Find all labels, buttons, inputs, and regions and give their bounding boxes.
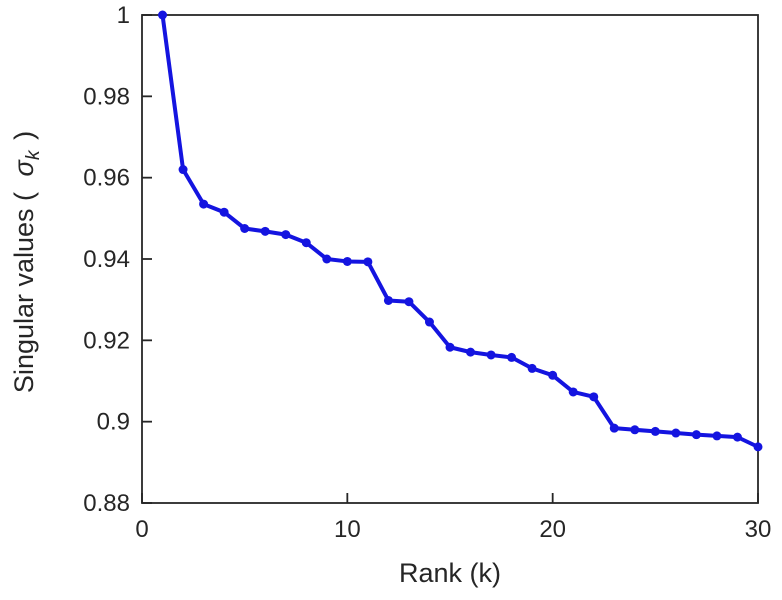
data-point-marker — [548, 370, 558, 380]
data-point-marker — [609, 423, 619, 433]
data-point-marker — [568, 387, 578, 397]
data-point-marker — [671, 428, 681, 438]
x-tick-label: 10 — [334, 516, 361, 543]
data-point-marker — [404, 297, 414, 307]
data-point-marker — [363, 257, 373, 267]
y-axis-label: Singular values ( σk ) — [9, 131, 45, 393]
data-point-marker — [301, 238, 311, 248]
data-point-marker — [486, 350, 496, 360]
y-axis-label-close: ) — [8, 130, 39, 148]
data-point-marker — [630, 425, 640, 435]
axes-box — [141, 14, 759, 504]
x-tick-label: 20 — [539, 516, 566, 543]
sigma-subscript: k — [22, 150, 45, 161]
data-point-marker — [322, 254, 332, 264]
y-tick-label: 0.98 — [83, 83, 130, 110]
data-point-marker — [219, 207, 229, 217]
y-tick-label: 0.96 — [83, 165, 130, 192]
y-axis-label-text: Singular values ( — [8, 184, 39, 394]
data-point-marker — [342, 256, 352, 266]
x-tick-label: 30 — [745, 516, 772, 543]
data-point-marker — [691, 430, 701, 440]
data-point-marker — [466, 347, 476, 357]
y-tick-label: 0.92 — [83, 327, 130, 354]
y-tick-label: 0.88 — [83, 490, 130, 517]
data-point-marker — [281, 230, 291, 240]
data-point-marker — [650, 426, 660, 436]
data-point-marker — [589, 392, 599, 402]
data-point-marker — [527, 363, 537, 373]
data-point-marker — [507, 352, 517, 362]
data-point-marker — [445, 342, 455, 352]
data-point-marker — [260, 226, 270, 236]
data-point-marker — [383, 295, 393, 305]
data-point-marker — [178, 165, 188, 175]
y-tick-label: 0.94 — [83, 246, 130, 273]
data-point-marker — [712, 431, 722, 441]
data-point-marker — [199, 199, 209, 209]
data-point-marker — [158, 10, 168, 20]
data-point-marker — [424, 317, 434, 327]
sigma-symbol: σ — [8, 160, 39, 177]
x-axis-label: Rank (k) — [398, 558, 501, 588]
x-tick-label: 0 — [135, 516, 148, 543]
y-tick-label: 1 — [117, 2, 130, 29]
singular-values-line — [160, 13, 760, 449]
data-point-marker — [753, 442, 763, 452]
data-point-marker — [240, 224, 250, 233]
data-point-marker — [732, 432, 742, 442]
y-tick-label: 0.9 — [97, 409, 130, 436]
